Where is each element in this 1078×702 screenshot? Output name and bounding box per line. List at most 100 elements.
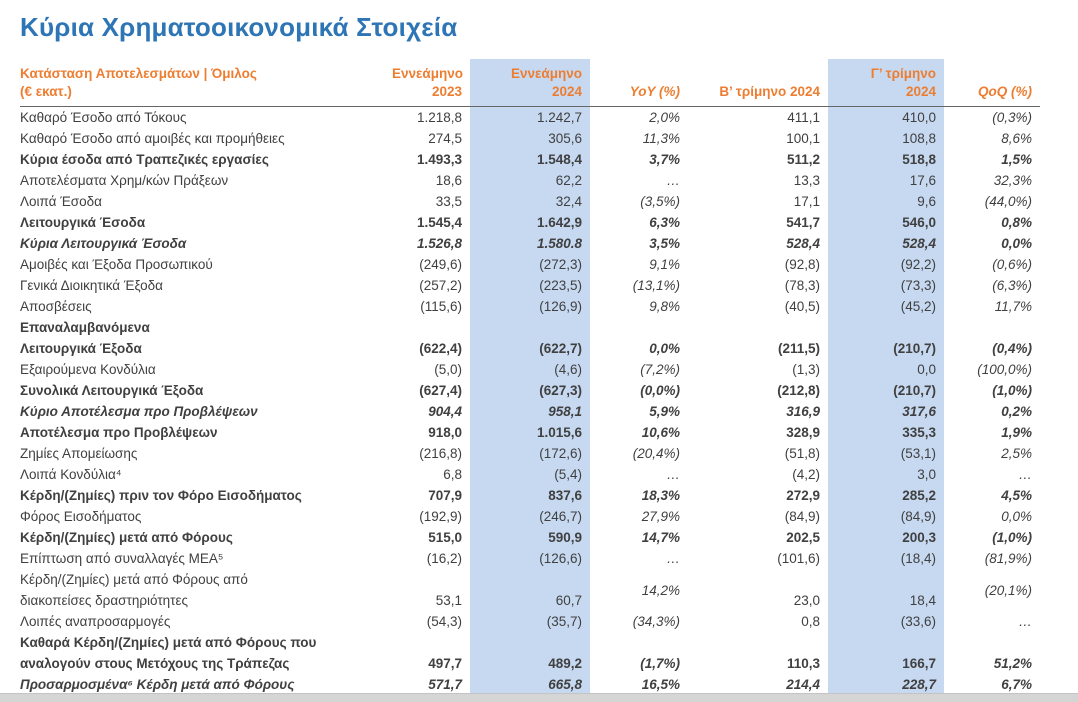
cell-9m-2024: (172,6)	[470, 443, 590, 464]
cell-9m-2023: (216,8)	[419, 446, 462, 461]
cell-qoq: (20,1%)	[984, 582, 1032, 598]
cell-9m-2023: 918,0	[428, 425, 462, 440]
cell-yoy: …	[666, 551, 681, 566]
cell-q2-2024: (1,3)	[792, 362, 820, 377]
cell-qoq: 11,7%	[994, 299, 1032, 314]
cell-q3-2024: 518,8	[828, 149, 944, 170]
table-row: Καθαρό Έσοδο από αμοιβές και προμήθειες …	[20, 128, 1040, 149]
cell-yoy: …	[666, 173, 681, 188]
cell-q2-2024: 202,5	[786, 530, 820, 545]
row-label: Κύριο Αποτέλεσμα προ Προβλέψεων	[20, 404, 258, 419]
cell-yoy: …	[666, 467, 681, 482]
cell-9m-2023: (5,0)	[434, 362, 462, 377]
cell-9m-2023: 18,6	[435, 173, 462, 188]
header-line2: YoY (%)	[629, 84, 680, 99]
cell-yoy: (34,3%)	[632, 614, 680, 629]
cell-q3-2024: 335,3	[828, 422, 944, 443]
row-label: Γενικά Διοικητικά Έξοδα	[20, 278, 163, 293]
table-row: Επαναλαμβανόμενα Λειτουργικά Έξοδα (622,…	[20, 317, 1040, 359]
cell-9m-2024: 1.642,9	[470, 212, 590, 233]
cell-qoq: …	[1018, 614, 1033, 629]
cell-9m-2023: (115,6)	[420, 299, 462, 314]
cell-yoy: (13,1%)	[632, 278, 680, 293]
cell-q2-2024: 316,9	[786, 404, 820, 419]
row-label: Επαναλαμβανόμενα Λειτουργικά Έξοδα	[20, 320, 150, 356]
cell-9m-2024: 1.580.8	[470, 233, 590, 254]
cell-q3-2024: (73,3)	[828, 275, 944, 296]
table-row: Καθαρό Έσοδο από Τόκους 1.218,8 1.242,7 …	[20, 106, 1040, 128]
cell-q2-2024: 110,3	[786, 656, 820, 671]
table-header: Κατάσταση Αποτελεσμάτων | Όμιλος (€ εκατ…	[20, 59, 1040, 107]
table-row: Κέρδη/(Ζημίες) μετά από Φόρους 515,0 590…	[20, 527, 1040, 548]
cell-9m-2024: 665,8	[470, 674, 590, 695]
cell-q2-2024: 328,9	[786, 425, 820, 440]
cell-9m-2023: (192,9)	[419, 509, 462, 524]
cell-9m-2024: 837,6	[470, 485, 590, 506]
header-line2: 2023	[431, 84, 462, 99]
cell-yoy: 5,9%	[649, 404, 680, 419]
cell-q2-2024: 13,3	[793, 173, 820, 188]
cell-9m-2023: 497,7	[428, 656, 462, 671]
cell-q3-2024: (18,4)	[828, 548, 944, 569]
cell-9m-2023: 904,4	[428, 404, 462, 419]
table-row: Προσαρμοσμένα⁶ Κέρδη μετά από Φόρους 571…	[20, 674, 1040, 695]
cell-9m-2024: (272,3)	[470, 254, 590, 275]
cell-9m-2024: (622,7)	[470, 317, 590, 359]
table-row: Αποσβέσεις (115,6) (126,9) 9,8% (40,5) (…	[20, 296, 1040, 317]
cell-q3-2024: 108,8	[828, 128, 944, 149]
cell-q2-2024: (92,8)	[784, 257, 820, 272]
table-row: Συνολικά Λειτουργικά Έξοδα (627,4) (627,…	[20, 380, 1040, 401]
cell-yoy: (0,0%)	[640, 383, 680, 398]
horizontal-scrollbar[interactable]	[0, 693, 1078, 702]
table-row: Λειτουργικά Έσοδα 1.545,4 1.642,9 6,3% 5…	[20, 212, 1040, 233]
cell-q2-2024: (51,8)	[784, 446, 820, 461]
cell-q2-2024: 528,4	[786, 236, 820, 251]
cell-yoy: 3,7%	[649, 152, 680, 167]
table-row: Εξαιρούμενα Κονδύλια (5,0) (4,6) (7,2%) …	[20, 359, 1040, 380]
cell-9m-2024: 60,7	[470, 569, 590, 611]
cell-yoy: 14,2%	[641, 582, 680, 598]
cell-9m-2023: (257,2)	[419, 278, 462, 293]
header-line2: (€ εκατ.)	[20, 84, 72, 99]
row-label: Αποτέλεσμα προ Προβλέψεων	[20, 425, 218, 440]
row-label: Κέρδη/(Ζημίες) μετά από Φόρους από διακο…	[20, 572, 248, 608]
row-label: Κύρια Λειτουργικά Έσοδα	[20, 236, 187, 251]
cell-yoy: 16,5%	[641, 677, 680, 692]
cell-yoy: 0,0%	[649, 341, 680, 356]
cell-9m-2024: 1.548,4	[470, 149, 590, 170]
cell-qoq: (6,3%)	[992, 278, 1032, 293]
cell-q3-2024: 3,0	[828, 464, 944, 485]
table-row: Κύρια Λειτουργικά Έσοδα 1.526,8 1.580.8 …	[20, 233, 1040, 254]
cell-q3-2024: 18,4	[828, 569, 944, 611]
row-label: Επίπτωση από συναλλαγές ΜΕΑ⁵	[20, 551, 224, 566]
cell-q3-2024: 200,3	[828, 527, 944, 548]
cell-q2-2024: 272,9	[786, 488, 820, 503]
cell-q2-2024: 23,0	[793, 593, 820, 608]
cell-q3-2024: (84,9)	[828, 506, 944, 527]
cell-q3-2024: (210,7)	[828, 317, 944, 359]
cell-q2-2024: 411,1	[787, 110, 820, 125]
table-row: Κέρδη/(Ζημίες) πριν τον Φόρο Εισοδήματος…	[20, 485, 1040, 506]
table-row: Λοιπά Έσοδα 33,5 32,4 (3,5%) 17,1 9,6 (4…	[20, 191, 1040, 212]
table-row: Ζημίες Απομείωσης (216,8) (172,6) (20,4%…	[20, 443, 1040, 464]
header-yoy: YoY (%)	[590, 59, 688, 107]
cell-q2-2024: (84,9)	[784, 509, 820, 524]
cell-q3-2024: 0,0	[828, 359, 944, 380]
cell-9m-2023: (627,4)	[419, 383, 462, 398]
cell-q3-2024: 166,7	[828, 632, 944, 674]
cell-q3-2024: 410,0	[828, 106, 944, 128]
row-label: Λοιπά Κονδύλια⁴	[20, 467, 122, 482]
cell-yoy: 2,0%	[649, 110, 680, 125]
page-title: Κύρια Χρηματοοικονομικά Στοιχεία	[20, 12, 458, 42]
cell-qoq: 1,5%	[1001, 152, 1032, 167]
cell-qoq: (1,0%)	[992, 383, 1032, 398]
table-row: Αποτέλεσμα προ Προβλέψεων 918,0 1.015,6 …	[20, 422, 1040, 443]
cell-qoq: (100,0%)	[977, 362, 1032, 377]
cell-qoq: 32,3%	[993, 173, 1032, 188]
cell-9m-2024: 489,2	[470, 632, 590, 674]
cell-qoq: 0,8%	[1001, 215, 1032, 230]
cell-yoy: 9,8%	[649, 299, 680, 314]
cell-yoy: 11,3%	[642, 131, 680, 146]
table-row: Αμοιβές και Έξοδα Προσωπικού (249,6) (27…	[20, 254, 1040, 275]
cell-q2-2024: 214,4	[786, 677, 820, 692]
